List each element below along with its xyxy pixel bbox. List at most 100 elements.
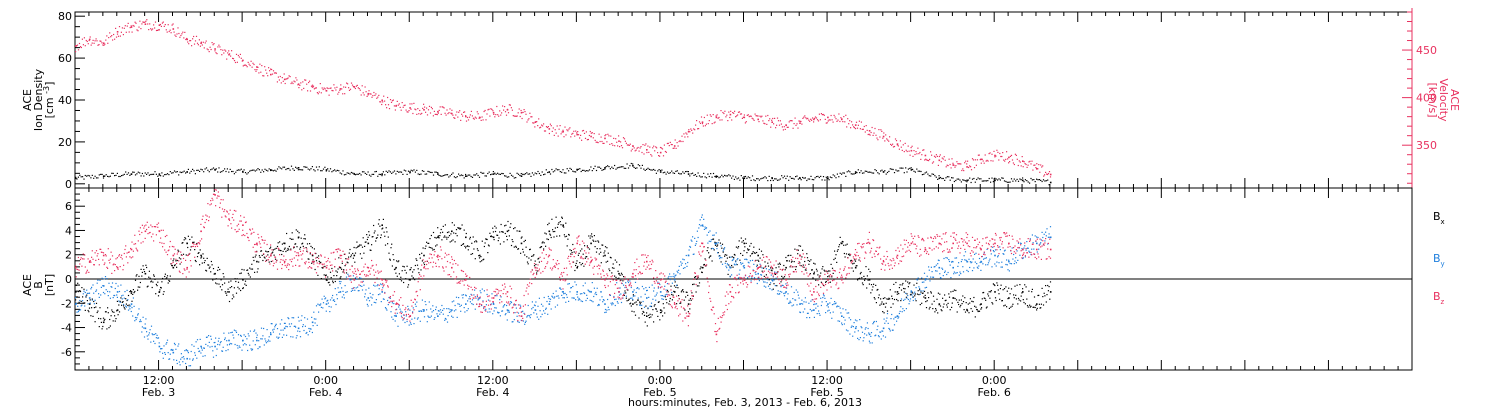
- by-series-sample: [187, 352, 189, 354]
- bx-series-sample: [946, 306, 948, 308]
- density-series-sample: [1044, 180, 1046, 182]
- by-series-sample: [604, 308, 607, 311]
- by-series-sample: [806, 317, 808, 319]
- by-series-sample: [865, 327, 867, 329]
- by-series-sample: [377, 294, 380, 296]
- bx-series-sample: [709, 255, 711, 257]
- bx-series-sample: [624, 290, 626, 292]
- by-series-sample: [311, 316, 313, 318]
- density-series-sample: [729, 175, 731, 177]
- bx-series-sample: [176, 266, 178, 268]
- bx-series-sample: [680, 302, 682, 304]
- bx-series-sample: [314, 268, 316, 271]
- density-series-sample: [246, 173, 248, 175]
- by-series-sample: [376, 285, 378, 287]
- bx-series-sample: [641, 308, 643, 310]
- bx-series-sample: [840, 242, 842, 244]
- by-series-sample: [189, 365, 192, 367]
- by-series-sample: [620, 293, 622, 295]
- by-series-sample: [175, 348, 177, 350]
- bx-series-sample: [588, 248, 591, 250]
- bx-series-sample: [990, 291, 992, 293]
- bx-series-sample: [870, 284, 873, 286]
- density-series-sample: [256, 169, 258, 171]
- velocity-series-sample: [1020, 165, 1022, 167]
- density-series-sample: [598, 166, 600, 168]
- by-series-sample: [279, 333, 281, 335]
- bx-series-sample: [339, 277, 341, 279]
- bx-series-sample: [687, 311, 689, 313]
- density-series-sample: [612, 167, 614, 169]
- velocity-series-sample: [128, 31, 130, 33]
- by-series-sample: [491, 293, 493, 295]
- bx-series-sample: [595, 240, 597, 242]
- density-series-sample: [793, 178, 795, 180]
- velocity-series-sample: [449, 108, 451, 110]
- bx-series-sample: [500, 223, 502, 226]
- velocity-series-sample: [850, 127, 852, 129]
- velocity-series-sample: [377, 96, 379, 98]
- velocity-series-sample: [718, 116, 720, 119]
- by-series-sample: [630, 297, 632, 299]
- by-series-sample: [132, 315, 134, 317]
- velocity-series-sample: [757, 115, 759, 117]
- density-series-sample: [221, 171, 223, 173]
- density-series-sample: [835, 177, 837, 179]
- velocity-series-sample: [665, 151, 667, 153]
- by-series-sample: [556, 295, 558, 297]
- by-series-sample: [704, 226, 706, 228]
- bx-series-sample: [825, 281, 827, 283]
- density-series-sample: [921, 174, 923, 176]
- by-series-sample: [157, 337, 160, 339]
- velocity-series-sample: [332, 90, 334, 92]
- bx-series-sample: [685, 291, 687, 293]
- bx-series-sample: [446, 238, 448, 240]
- bx-series-sample: [490, 235, 492, 238]
- bx-series-sample: [151, 286, 153, 289]
- density-series-sample: [556, 169, 559, 171]
- velocity-series-sample: [812, 117, 814, 119]
- bx-series-sample: [696, 285, 698, 287]
- velocity-series-sample: [428, 105, 431, 107]
- density-series-sample: [563, 172, 565, 174]
- velocity-series-sample: [843, 116, 845, 118]
- bx-series-sample: [914, 295, 916, 297]
- bx-series-sample: [998, 293, 1000, 295]
- by-series-sample: [692, 236, 694, 238]
- bx-series-sample: [895, 281, 897, 284]
- velocity-series-sample: [226, 58, 228, 60]
- density-series-sample: [423, 170, 425, 172]
- by-series-sample: [224, 338, 226, 341]
- velocity-series-sample: [653, 145, 655, 147]
- bx-series-sample: [753, 246, 755, 248]
- by-series-sample: [160, 348, 162, 350]
- density-series-sample: [107, 175, 109, 177]
- by-series-sample: [883, 318, 885, 320]
- bx-series-sample: [1024, 284, 1026, 286]
- bx-series-sample: [310, 245, 312, 247]
- bx-series-sample: [476, 248, 478, 250]
- velocity-series-sample: [1015, 154, 1017, 156]
- by-series-sample: [662, 295, 664, 297]
- bx-series-sample: [340, 276, 342, 278]
- bx-series-sample: [968, 312, 970, 314]
- density-series-sample: [772, 179, 774, 182]
- density-series-sample: [137, 171, 139, 173]
- density-series-sample: [998, 178, 1000, 180]
- velocity-series-sample: [399, 106, 401, 108]
- bx-series-sample: [996, 282, 998, 284]
- density-series-sample: [928, 175, 930, 177]
- velocity-series-sample: [620, 145, 623, 147]
- by-series-sample: [529, 317, 531, 319]
- by-series-sample: [386, 309, 388, 311]
- by-series-sample: [686, 265, 688, 267]
- by-series-sample: [513, 319, 515, 321]
- bx-series-sample: [77, 282, 79, 284]
- bx-series-sample: [252, 256, 254, 258]
- density-series-sample: [228, 171, 230, 173]
- by-series-sample: [873, 320, 875, 323]
- bx-series-sample: [563, 226, 565, 228]
- by-series-sample: [591, 300, 593, 302]
- density-series-sample: [832, 174, 834, 176]
